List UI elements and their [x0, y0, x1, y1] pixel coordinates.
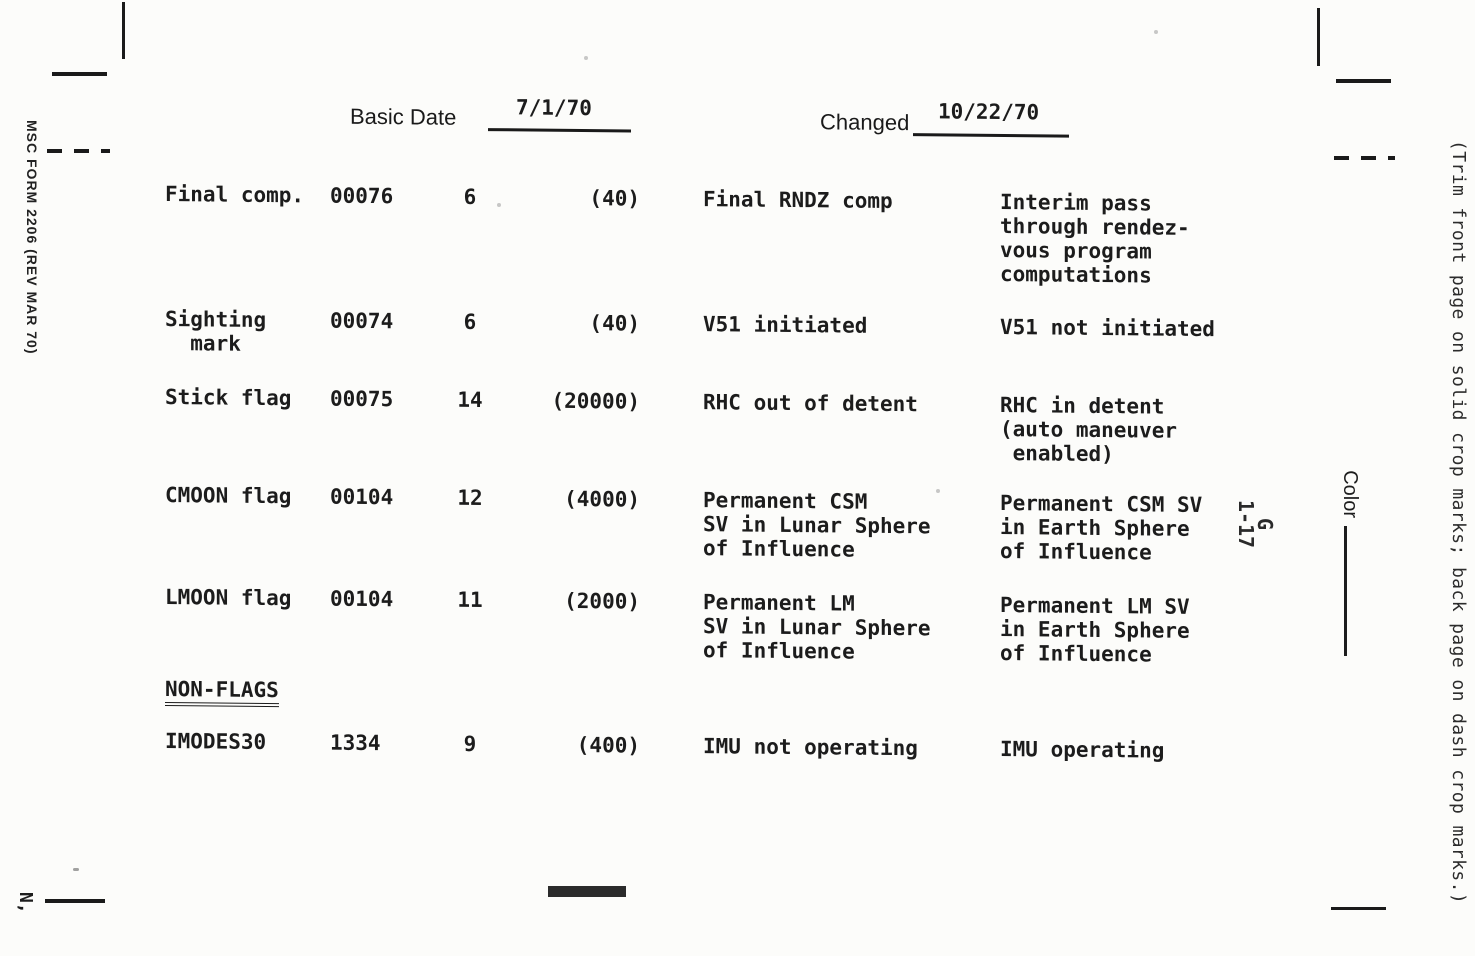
scan-speck — [1154, 30, 1158, 34]
non-flags-section-heading: NON-FLAGS — [165, 677, 279, 708]
address-cell: 00074 — [330, 308, 394, 334]
set-meaning-cell: RHC out of detent — [703, 390, 918, 417]
bit-cell: 12 — [457, 485, 483, 511]
set-meaning-cell: IMU not operating — [703, 734, 918, 761]
mask-cell: (40) — [589, 311, 640, 336]
changed-value: 10/22/70 — [938, 99, 1040, 125]
address-cell: 1334 — [330, 730, 381, 756]
changed-label: Changed — [820, 109, 910, 136]
set-meaning-cell: Final RNDZ comp — [703, 187, 893, 213]
reset-meaning-cell: V51 not initiated — [1000, 315, 1215, 342]
address-cell: 00104 — [330, 586, 394, 612]
address-cell: 00104 — [330, 484, 394, 510]
address-cell: 00075 — [330, 386, 394, 412]
crop-mark-top-right-horizontal — [1336, 79, 1391, 83]
bit-cell: 6 — [463, 184, 477, 209]
address-cell: 00076 — [330, 183, 394, 209]
bit-cell: 11 — [457, 587, 483, 613]
crop-mark-bottom-right-horizontal — [1331, 907, 1386, 910]
flag-name-cell: CMOON flag — [165, 483, 292, 509]
reset-meaning-cell: RHC in detent (auto maneuver enabled) — [1000, 393, 1178, 467]
reset-meaning-cell: Permanent CSM SV in Earth Sphere of Infl… — [1000, 491, 1203, 565]
scan-speck — [497, 203, 501, 207]
bit-cell: 9 — [463, 731, 477, 756]
basic-date-value: 7/1/70 — [516, 95, 592, 121]
scan-speck — [584, 56, 588, 60]
scan-speck — [73, 868, 79, 871]
mask-cell: (4000) — [564, 486, 640, 512]
crop-mark-top-right-dashed — [1334, 156, 1395, 160]
set-meaning-cell: V51 initiated — [703, 312, 868, 338]
reset-meaning-cell: Interim pass through rendez- vous progra… — [1000, 190, 1190, 288]
flag-name-cell: LMOON flag — [165, 585, 292, 611]
mask-cell: (400) — [576, 732, 640, 758]
crop-mark-top-right-vertical — [1317, 8, 1320, 66]
bit-cell: 6 — [463, 309, 477, 334]
basic-date-blank-line — [488, 128, 631, 133]
table-row: IMODES30 1334 9 (400) IMU not operating … — [0, 727, 1475, 763]
basic-date-label: Basic Date — [350, 103, 457, 130]
flag-name-cell: Sighting mark — [165, 307, 267, 356]
crop-mark-top-left-vertical — [122, 2, 125, 59]
bit-cell: 14 — [457, 387, 483, 413]
scan-speck — [936, 489, 940, 493]
flag-name-cell: Stick flag — [165, 385, 292, 411]
set-meaning-cell: Permanent LM SV in Lunar Sphere of Influ… — [703, 590, 931, 664]
table-row: Stick flag 00075 14 (20000) RHC out of d… — [0, 383, 1475, 466]
reset-meaning-cell: IMU operating — [1000, 737, 1165, 763]
crop-mark-top-left-dashed — [47, 149, 110, 153]
mask-cell: (20000) — [551, 388, 640, 414]
black-registration-bar — [548, 886, 626, 897]
table-row: CMOON flag 00104 12 (4000) Permanent CSM… — [0, 481, 1475, 564]
reset-meaning-cell: Permanent LM SV in Earth Sphere of Influ… — [1000, 593, 1190, 667]
table-row: Sighting mark 00074 6 (40) V51 initiated… — [0, 305, 1475, 356]
mask-cell: (40) — [589, 186, 640, 211]
changed-blank-line — [913, 133, 1069, 138]
table-row: Final comp. 00076 6 (40) Final RNDZ comp… — [0, 180, 1475, 287]
flag-name-cell: IMODES30 — [165, 729, 267, 754]
crop-mark-top-left-horizontal — [52, 72, 107, 76]
mask-cell: (2000) — [564, 588, 640, 614]
crop-mark-bottom-left-horizontal — [45, 899, 105, 903]
table-row: LMOON flag 00104 11 (2000) Permanent LM … — [0, 583, 1475, 666]
set-meaning-cell: Permanent CSM SV in Lunar Sphere of Infl… — [703, 488, 931, 562]
flag-name-cell: Final comp. — [165, 182, 305, 208]
